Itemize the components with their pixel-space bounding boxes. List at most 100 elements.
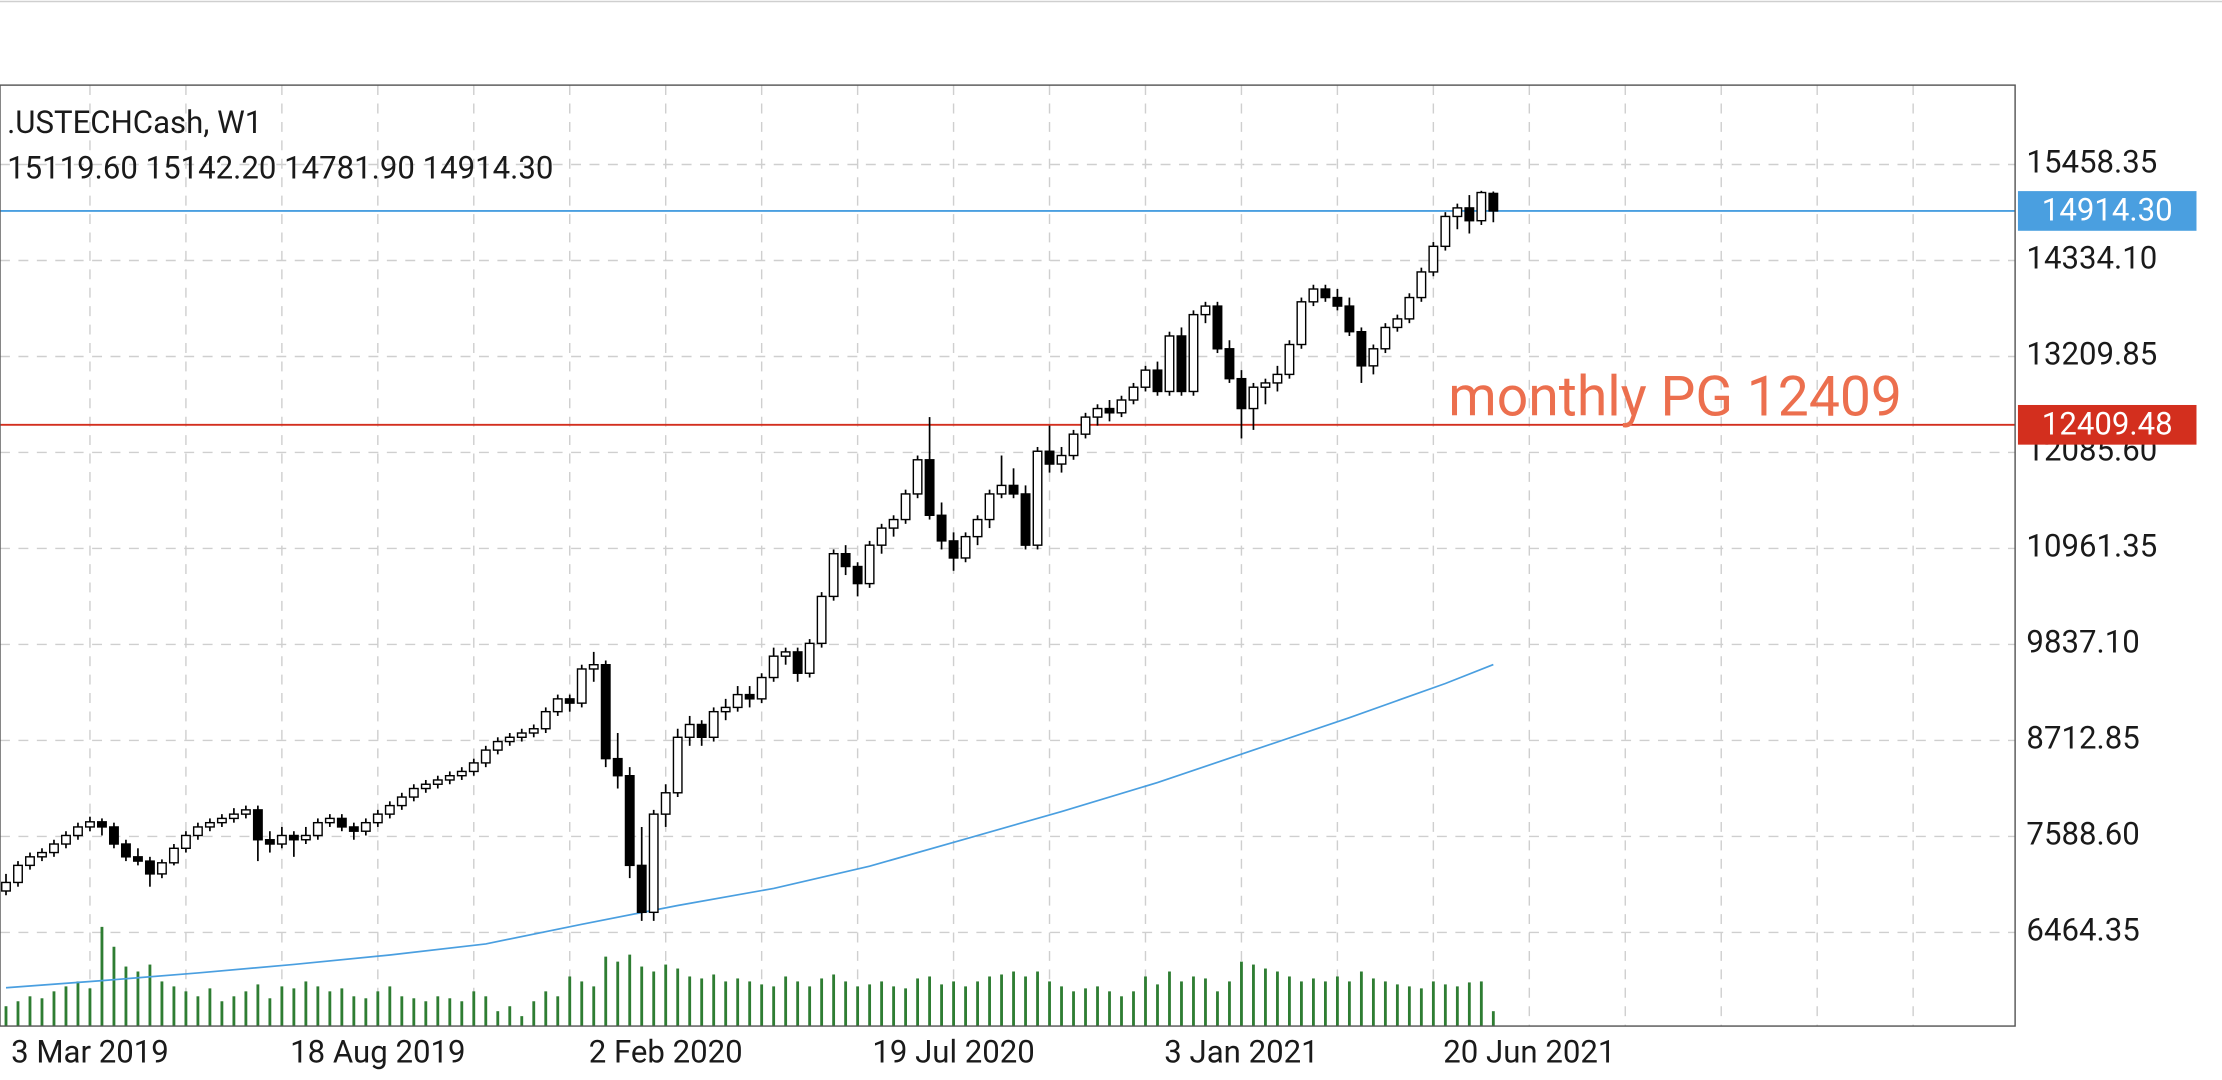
x-tick-label: 3 Mar 2019 [11,1034,169,1071]
x-tick-label: 2 Feb 2020 [589,1034,743,1071]
candle-body [312,821,323,837]
candle-body [1272,373,1283,384]
candle-body [25,856,35,867]
candle-body [1176,335,1187,393]
candle-body [672,736,683,794]
candle-body [1020,493,1031,546]
price-label-box [2017,404,2197,445]
candle-body [1,881,11,892]
candle-body [1056,454,1067,465]
candle-body [180,834,191,849]
candle-body [708,710,719,738]
y-tick-label: 14334.10 [2026,240,2157,277]
candle-body [636,864,647,914]
candle-body [792,651,803,674]
candle-body [1392,318,1403,329]
candle-body [85,821,95,828]
candle-body [1368,348,1379,367]
candle-body [780,651,791,657]
candle-body [588,664,599,670]
candle-body [408,787,419,798]
candle-body [132,856,143,862]
candle-body [61,834,71,845]
candle-body [1032,450,1043,546]
candle-body [372,813,383,824]
candle-body [444,775,455,781]
candle-body [1116,399,1127,414]
candle-body [828,553,839,598]
candle-body [192,826,203,837]
candle-body [840,553,851,568]
candle-body [504,736,515,743]
price-label: 14914.30 [2042,192,2173,229]
plot-frame [0,84,2016,1027]
candle-body [168,847,179,864]
candle-body [1212,305,1223,350]
candle-body [120,843,131,858]
candle-body [1380,326,1391,350]
candle-body [756,676,767,700]
candle-body [1404,296,1415,320]
candle-body [144,860,155,875]
candle-body [1164,335,1175,393]
candle-body [1188,313,1199,393]
candle-body [420,783,431,790]
candle-body [516,732,527,738]
candle-body [108,826,119,845]
candle-body [1248,386,1259,410]
candle-body [960,535,971,559]
candle-body [1344,305,1355,333]
candle-body [720,706,731,713]
chart-title: .USTECHCash, W1 [7,104,262,141]
candle-body [1428,245,1439,273]
candle-body [1104,407,1115,414]
candle-body [948,540,959,559]
candle-body [768,655,779,679]
candle-body [528,728,539,734]
candle-body [49,843,59,854]
candle-body [73,826,83,837]
candle-body [1080,416,1091,435]
label-layer: 15458.3514334.1013209.8512085.6010961.35… [11,144,2197,1071]
candle-body [348,826,359,832]
candle-body [204,821,215,828]
candle-layer [1,190,1499,921]
candle-body [1140,369,1151,388]
y-tick-label: 10961.35 [2026,528,2157,565]
x-tick-label: 20 Jun 2021 [1443,1034,1615,1071]
candle-body [37,851,47,858]
candle-body [1452,207,1463,218]
candle-body [888,518,899,529]
candle-body [1068,433,1079,457]
candle-body [276,834,287,845]
price-label-box [2017,191,2197,231]
candle-body [432,779,443,785]
candle-body [660,792,671,815]
candle-body [912,459,923,495]
y-tick-label: 9837.10 [2026,624,2139,661]
candle-body [804,642,815,674]
candle-body [924,459,935,516]
candle-body [1236,377,1247,410]
candle-body [648,813,659,914]
candle-body [480,749,491,764]
candle-body [852,565,863,585]
candle-body [624,775,635,867]
candle-body [552,698,563,713]
candle-body [576,668,587,704]
moving-average [5,663,1494,989]
candle-body [1128,386,1139,401]
candle-body [1260,382,1271,388]
candle-body [384,804,395,815]
candle-body [252,809,263,841]
x-tick-label: 18 Aug 2019 [290,1034,465,1071]
candle-body [216,817,227,824]
candle-body [972,518,983,538]
y-tick-label: 13209.85 [2026,336,2157,373]
x-tick-label: 19 Jul 2020 [872,1034,1034,1071]
candle-body [936,514,947,542]
x-tick-label: 3 Jan 2021 [1164,1034,1318,1071]
candle-body [1332,296,1343,307]
candle-body [360,821,371,832]
candle-body [1308,288,1319,303]
